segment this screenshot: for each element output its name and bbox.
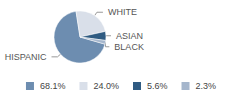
svg-text:2.3%: 2.3% — [196, 81, 217, 91]
svg-text:WHITE: WHITE — [108, 7, 137, 17]
svg-text:5.6%: 5.6% — [147, 81, 168, 91]
svg-text:BLACK: BLACK — [114, 42, 144, 52]
svg-text:HISPANIC: HISPANIC — [5, 52, 47, 62]
svg-text:24.0%: 24.0% — [93, 81, 119, 91]
svg-text:68.1%: 68.1% — [40, 81, 66, 91]
svg-text:ASIAN: ASIAN — [116, 31, 143, 41]
